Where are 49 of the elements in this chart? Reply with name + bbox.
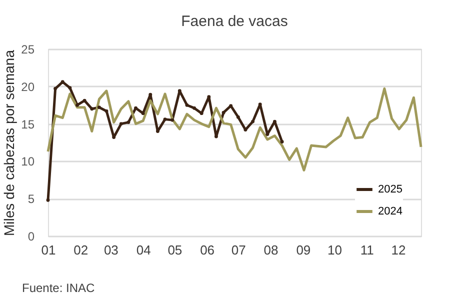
x-tick-label: 08 <box>264 242 278 258</box>
point <box>170 118 174 122</box>
point <box>76 103 79 107</box>
y-tick-label: 10 <box>21 154 35 169</box>
chart-title: Faena de vacas <box>181 13 288 30</box>
point <box>207 95 211 99</box>
x-tick-label: 05 <box>168 242 182 258</box>
point <box>104 109 108 113</box>
point <box>97 106 101 110</box>
legend-label: 2024 <box>378 206 402 218</box>
x-tick-label: 06 <box>200 242 215 258</box>
line-series <box>46 87 422 172</box>
y-tick-label: 5 <box>28 192 35 206</box>
y-tick-label: 15 <box>21 117 35 132</box>
point <box>90 107 94 111</box>
point <box>119 122 123 126</box>
x-tick-label: 07 <box>231 242 246 258</box>
y-tick-label: 0 <box>28 230 35 244</box>
x-tick-label: 11 <box>360 242 374 258</box>
x-tick-label: 09 <box>296 242 311 258</box>
point <box>236 115 240 119</box>
x-tick-label: 12 <box>391 242 406 258</box>
point <box>112 136 116 139</box>
point <box>163 118 167 122</box>
line-series <box>46 80 284 202</box>
point <box>280 140 284 144</box>
x-tick-label: 02 <box>74 242 88 258</box>
x-tick-label: 03 <box>104 242 118 258</box>
point <box>251 120 255 124</box>
point <box>214 134 218 138</box>
y-axis-title: Miles de cabezas por semana <box>1 50 18 236</box>
point <box>266 132 270 136</box>
x-tick-label: 01 <box>41 242 56 258</box>
point <box>222 110 226 114</box>
x-tick-label: 10 <box>328 242 342 258</box>
point <box>148 92 152 96</box>
x-tick-label: 04 <box>136 242 151 258</box>
point <box>141 112 145 116</box>
y-tick-label: 20 <box>21 80 35 94</box>
point <box>156 130 160 134</box>
point <box>185 103 189 107</box>
y-tick-label: 25 <box>21 42 35 56</box>
legend-label: 2025 <box>378 184 402 196</box>
source-note: Fuente: INAC <box>22 281 96 295</box>
point <box>192 106 196 110</box>
point <box>54 86 58 90</box>
point <box>46 198 50 202</box>
point <box>68 86 72 90</box>
point <box>126 120 130 124</box>
